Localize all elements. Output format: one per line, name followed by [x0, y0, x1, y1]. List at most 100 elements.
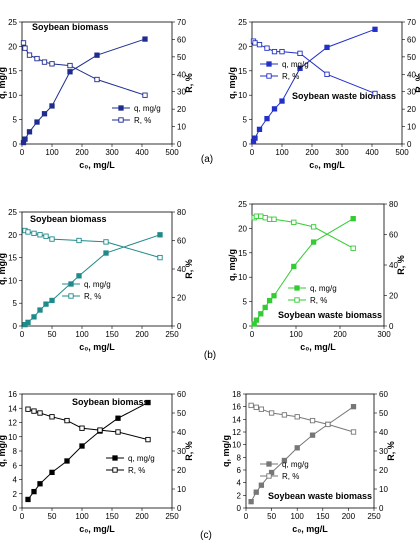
data-point [262, 304, 268, 311]
y-tick-label: 2 [13, 490, 18, 499]
y-tick-label: 0 [13, 504, 18, 513]
x-axis-title: c₀, mg/L [292, 524, 328, 534]
data-point [79, 443, 85, 449]
chart-1: 0 100 200 300 400 500051015202501020304050607… [0, 18, 194, 170]
y-tick-label: 6 [237, 466, 242, 475]
y2-axis-title: R, % [396, 255, 406, 275]
legend-marker [112, 467, 118, 473]
y-tick-label: 25 [8, 208, 17, 217]
y2-tick-label: 60 [407, 35, 416, 44]
data-point [264, 45, 270, 51]
x-tick-label: 250 [367, 512, 381, 521]
data-point [256, 42, 263, 48]
chart-title: Soybean biomass [30, 214, 107, 224]
y2-tick-label: 50 [177, 53, 186, 62]
data-point [31, 230, 37, 237]
y2-tick-label: 40 [379, 428, 388, 437]
y2-tick-label: 20 [177, 105, 186, 114]
y-tick-label: 4 [13, 476, 18, 485]
data-point [262, 215, 268, 221]
y2-tick-label: 70 [177, 18, 186, 27]
data-point [49, 469, 55, 476]
legend-marker [266, 73, 272, 79]
series-line [23, 38, 146, 143]
y-tick-label: 8 [237, 453, 242, 462]
y-tick-label: 15 [8, 67, 17, 76]
data-point [248, 499, 254, 505]
y-tick-label: 16 [8, 390, 17, 399]
data-point [26, 129, 33, 135]
y2-tick-label: 60 [177, 35, 186, 44]
legend-label: q, mg/g [84, 280, 111, 289]
x-tick-label: 500 [395, 148, 409, 157]
data-point [64, 417, 70, 424]
legend-marker [266, 473, 272, 479]
data-point [291, 219, 297, 225]
y-tick-label: 18 [232, 390, 241, 399]
y2-tick-label: 40 [177, 428, 186, 437]
y2-tick-label: 30 [407, 88, 416, 97]
data-point [31, 488, 37, 495]
y-tick-label: 10 [238, 91, 247, 100]
data-point [94, 52, 100, 58]
legend-label: R, % [128, 466, 145, 475]
x-tick-label: 300 [335, 148, 349, 157]
y-tick-label: 2 [237, 491, 242, 500]
data-point [31, 408, 37, 414]
data-point [258, 311, 264, 317]
data-point [41, 111, 48, 117]
y2-tick-label: 10 [379, 485, 388, 494]
legend-marker [294, 285, 300, 291]
data-point [97, 427, 103, 433]
legend-marker [294, 297, 300, 303]
y2-tick-label: 60 [177, 237, 186, 246]
data-point [49, 103, 55, 109]
y-tick-label: 20 [238, 42, 247, 51]
data-point [297, 50, 303, 57]
data-point [49, 414, 55, 420]
y2-tick-label: 40 [177, 70, 186, 79]
chart-title: Soybean waste biomass [268, 491, 372, 501]
y-tick-label: 0 [243, 140, 248, 149]
x-tick-label: 200 [135, 330, 149, 339]
y2-tick-label: 50 [177, 409, 186, 418]
data-point [37, 481, 43, 487]
y-tick-label: 10 [238, 273, 247, 282]
data-point [324, 44, 330, 51]
x-tick-label: 200 [75, 148, 89, 157]
chart-title: Soybean biomass [32, 22, 109, 32]
data-point [20, 40, 27, 46]
data-point [324, 71, 330, 77]
data-point [64, 458, 70, 464]
y2-tick-label: 30 [177, 88, 186, 97]
x-tick-label: 0 [250, 148, 255, 157]
data-point [67, 69, 73, 75]
data-point [350, 429, 357, 435]
data-point [294, 414, 300, 420]
y-axis-title: q, mg/g [227, 67, 237, 99]
x-tick-label: 200 [135, 512, 149, 521]
data-point [37, 232, 43, 238]
legend-marker [112, 455, 118, 461]
data-point [372, 90, 378, 97]
x-tick-label: 400 [365, 148, 379, 157]
data-point [258, 406, 265, 412]
y-tick-label: 0 [237, 504, 242, 513]
data-point [76, 273, 82, 279]
panel-label-c: (c) [200, 530, 212, 541]
data-point [37, 307, 43, 313]
y-tick-label: 25 [238, 18, 247, 27]
y2-tick-label: 10 [177, 123, 186, 132]
y-tick-label: 8 [13, 447, 18, 456]
chart-6: 0 50 100 150 200 2500246810121416180102030405… [221, 390, 396, 534]
data-point [115, 429, 121, 435]
x-tick-label: 0 [244, 512, 249, 521]
x-tick-label: 150 [316, 512, 330, 521]
y2-tick-label: 0 [407, 140, 412, 149]
y2-tick-label: 0 [379, 504, 384, 513]
y2-tick-label: 80 [177, 208, 186, 217]
data-point [67, 62, 73, 69]
plot-frame [251, 203, 385, 327]
y2-tick-label: 10 [407, 123, 416, 132]
